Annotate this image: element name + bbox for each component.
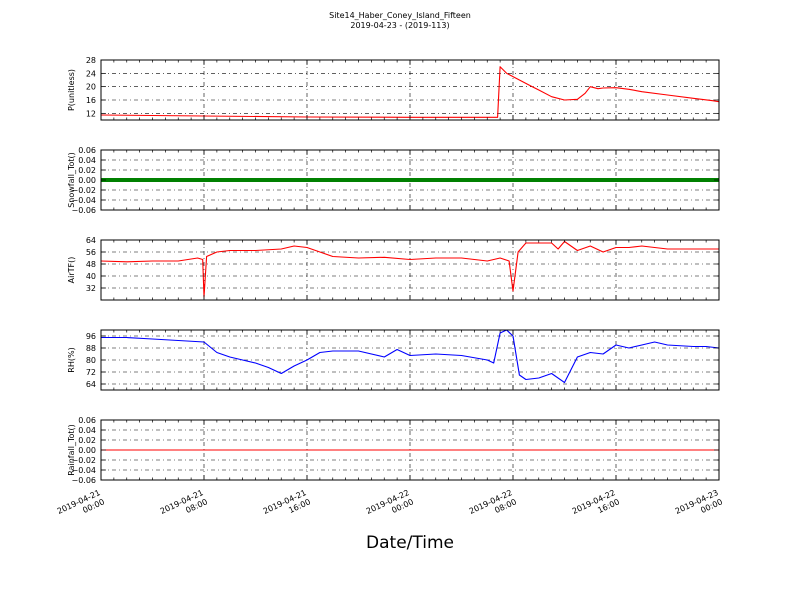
y-tick-label: 64: [86, 236, 96, 245]
y-tick-label: 28: [86, 56, 96, 65]
y-tick-label: 0.04: [78, 156, 96, 165]
y-tick-label: −0.02: [71, 186, 96, 195]
y-tick-label: 88: [86, 344, 96, 353]
y-tick-label: 0.00: [78, 446, 96, 455]
y-tick-label: 56: [86, 248, 96, 257]
y-axis-label-4: Rainfall_Tot(): [67, 424, 76, 476]
y-tick-label: 96: [86, 332, 96, 341]
chart-title: Site14_Haber_Coney_Island_Fifteen: [329, 11, 471, 20]
y-axis-label-1: Snowfall_Tot(): [67, 152, 76, 208]
y-tick-label: 40: [86, 272, 96, 281]
chart-subtitle: 2019-04-23 - (2019-113): [350, 21, 450, 30]
y-tick-label: 0.00: [78, 176, 96, 185]
y-tick-label: 0.06: [78, 416, 96, 425]
series-line-3: [101, 329, 720, 384]
y-tick-label: 80: [86, 356, 96, 365]
y-tick-label: 0.06: [78, 146, 96, 155]
y-tick-label: −0.06: [71, 476, 96, 485]
y-tick-label: 16: [86, 96, 96, 105]
y-axis-label-2: AirTF(): [67, 257, 76, 284]
y-axis-label-0: P(unitless): [67, 69, 76, 111]
y-tick-label: −0.06: [71, 206, 96, 215]
y-tick-label: 48: [86, 260, 96, 269]
y-tick-label: 24: [86, 69, 96, 78]
y-tick-label: 0.04: [78, 426, 96, 435]
y-tick-label: 64: [86, 380, 96, 389]
y-tick-label: 0.02: [78, 166, 96, 175]
y-tick-label: −0.02: [71, 456, 96, 465]
y-tick-label: 20: [86, 83, 96, 92]
y-tick-label: 0.02: [78, 436, 96, 445]
y-tick-label: −0.04: [71, 466, 96, 475]
y-tick-label: −0.04: [71, 196, 96, 205]
y-tick-label: 72: [86, 368, 96, 377]
series-line-0: [100, 66, 720, 118]
y-tick-label: 12: [86, 109, 96, 118]
x-axis-label: Date/Time: [366, 533, 454, 553]
y-axis-label-3: RH(%): [67, 347, 76, 372]
series-line-2: [100, 240, 719, 298]
y-tick-label: 32: [86, 284, 96, 293]
